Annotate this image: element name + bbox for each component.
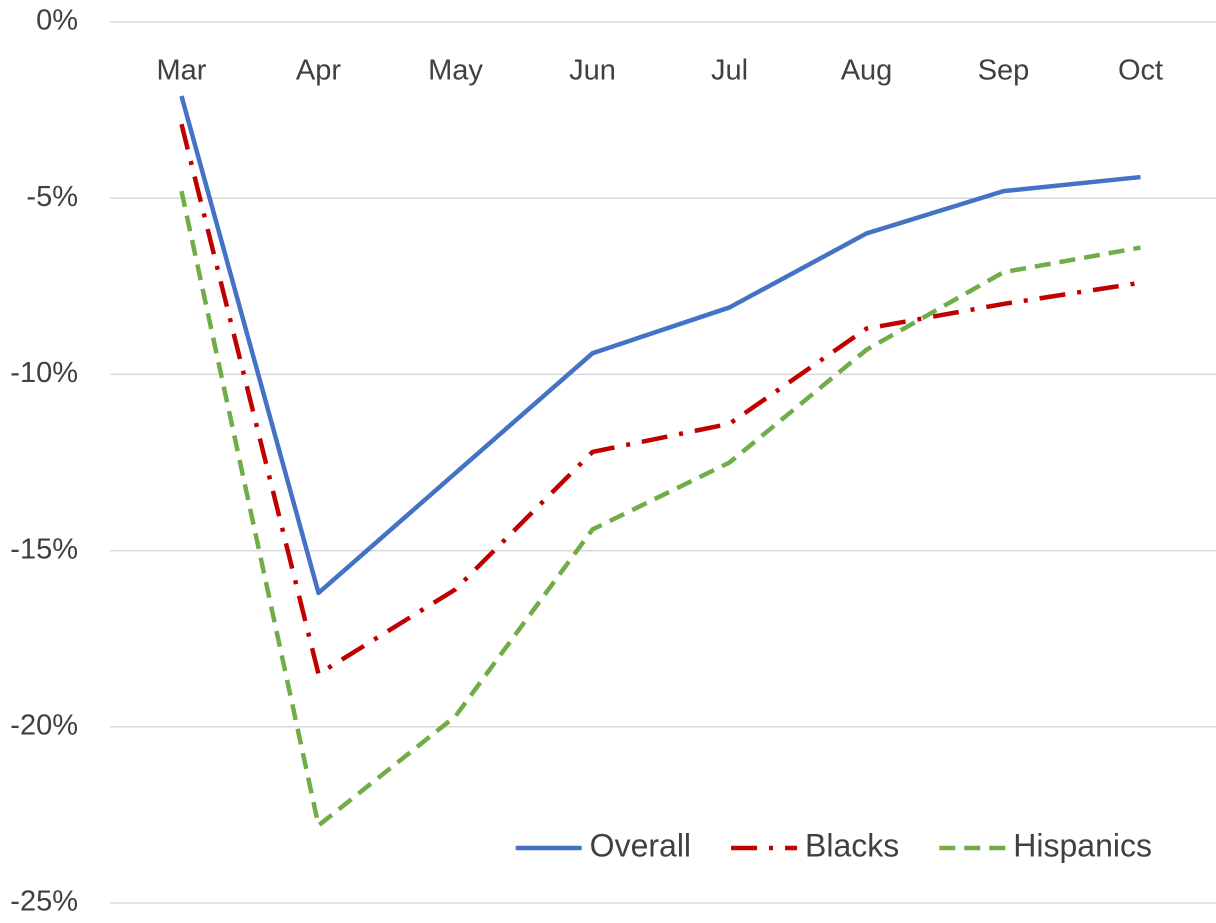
legend-label: Hispanics — [1013, 827, 1152, 863]
y-tick-label: -15% — [10, 533, 78, 565]
legend-item: Overall — [515, 827, 691, 863]
x-tick-label: Sep — [978, 55, 1030, 87]
x-tick-label: Jul — [711, 55, 748, 87]
legend-label: Blacks — [805, 827, 899, 863]
y-tick-label: -20% — [10, 709, 78, 741]
series-line — [179, 123, 1141, 677]
grid: -25% -20% -15% -10% -5% 0% Mar Apr May Jun Jul Aug S… — [10, 5, 1216, 918]
x-tick-label: Aug — [841, 55, 893, 87]
x-tick-label: Apr — [296, 55, 341, 87]
x-tick-label: Mar — [157, 55, 207, 87]
series-line — [179, 95, 1141, 596]
x-tick-label: May — [428, 55, 483, 87]
legend-item: Blacks — [731, 827, 899, 863]
x-tick-label: Jun — [569, 55, 616, 87]
legend-item: Hispanics — [939, 827, 1152, 863]
y-tick-label: 0% — [36, 5, 78, 37]
y-tick-label: -5% — [26, 181, 78, 213]
plot-area — [179, 95, 1141, 828]
y-tick-label: -25% — [10, 886, 78, 918]
series-line — [179, 190, 1141, 828]
x-tick-label: Oct — [1118, 55, 1163, 87]
legend: Overall Blacks Hispanics — [515, 827, 1152, 863]
legend-label: Overall — [590, 827, 691, 863]
y-tick-label: -10% — [10, 357, 78, 389]
